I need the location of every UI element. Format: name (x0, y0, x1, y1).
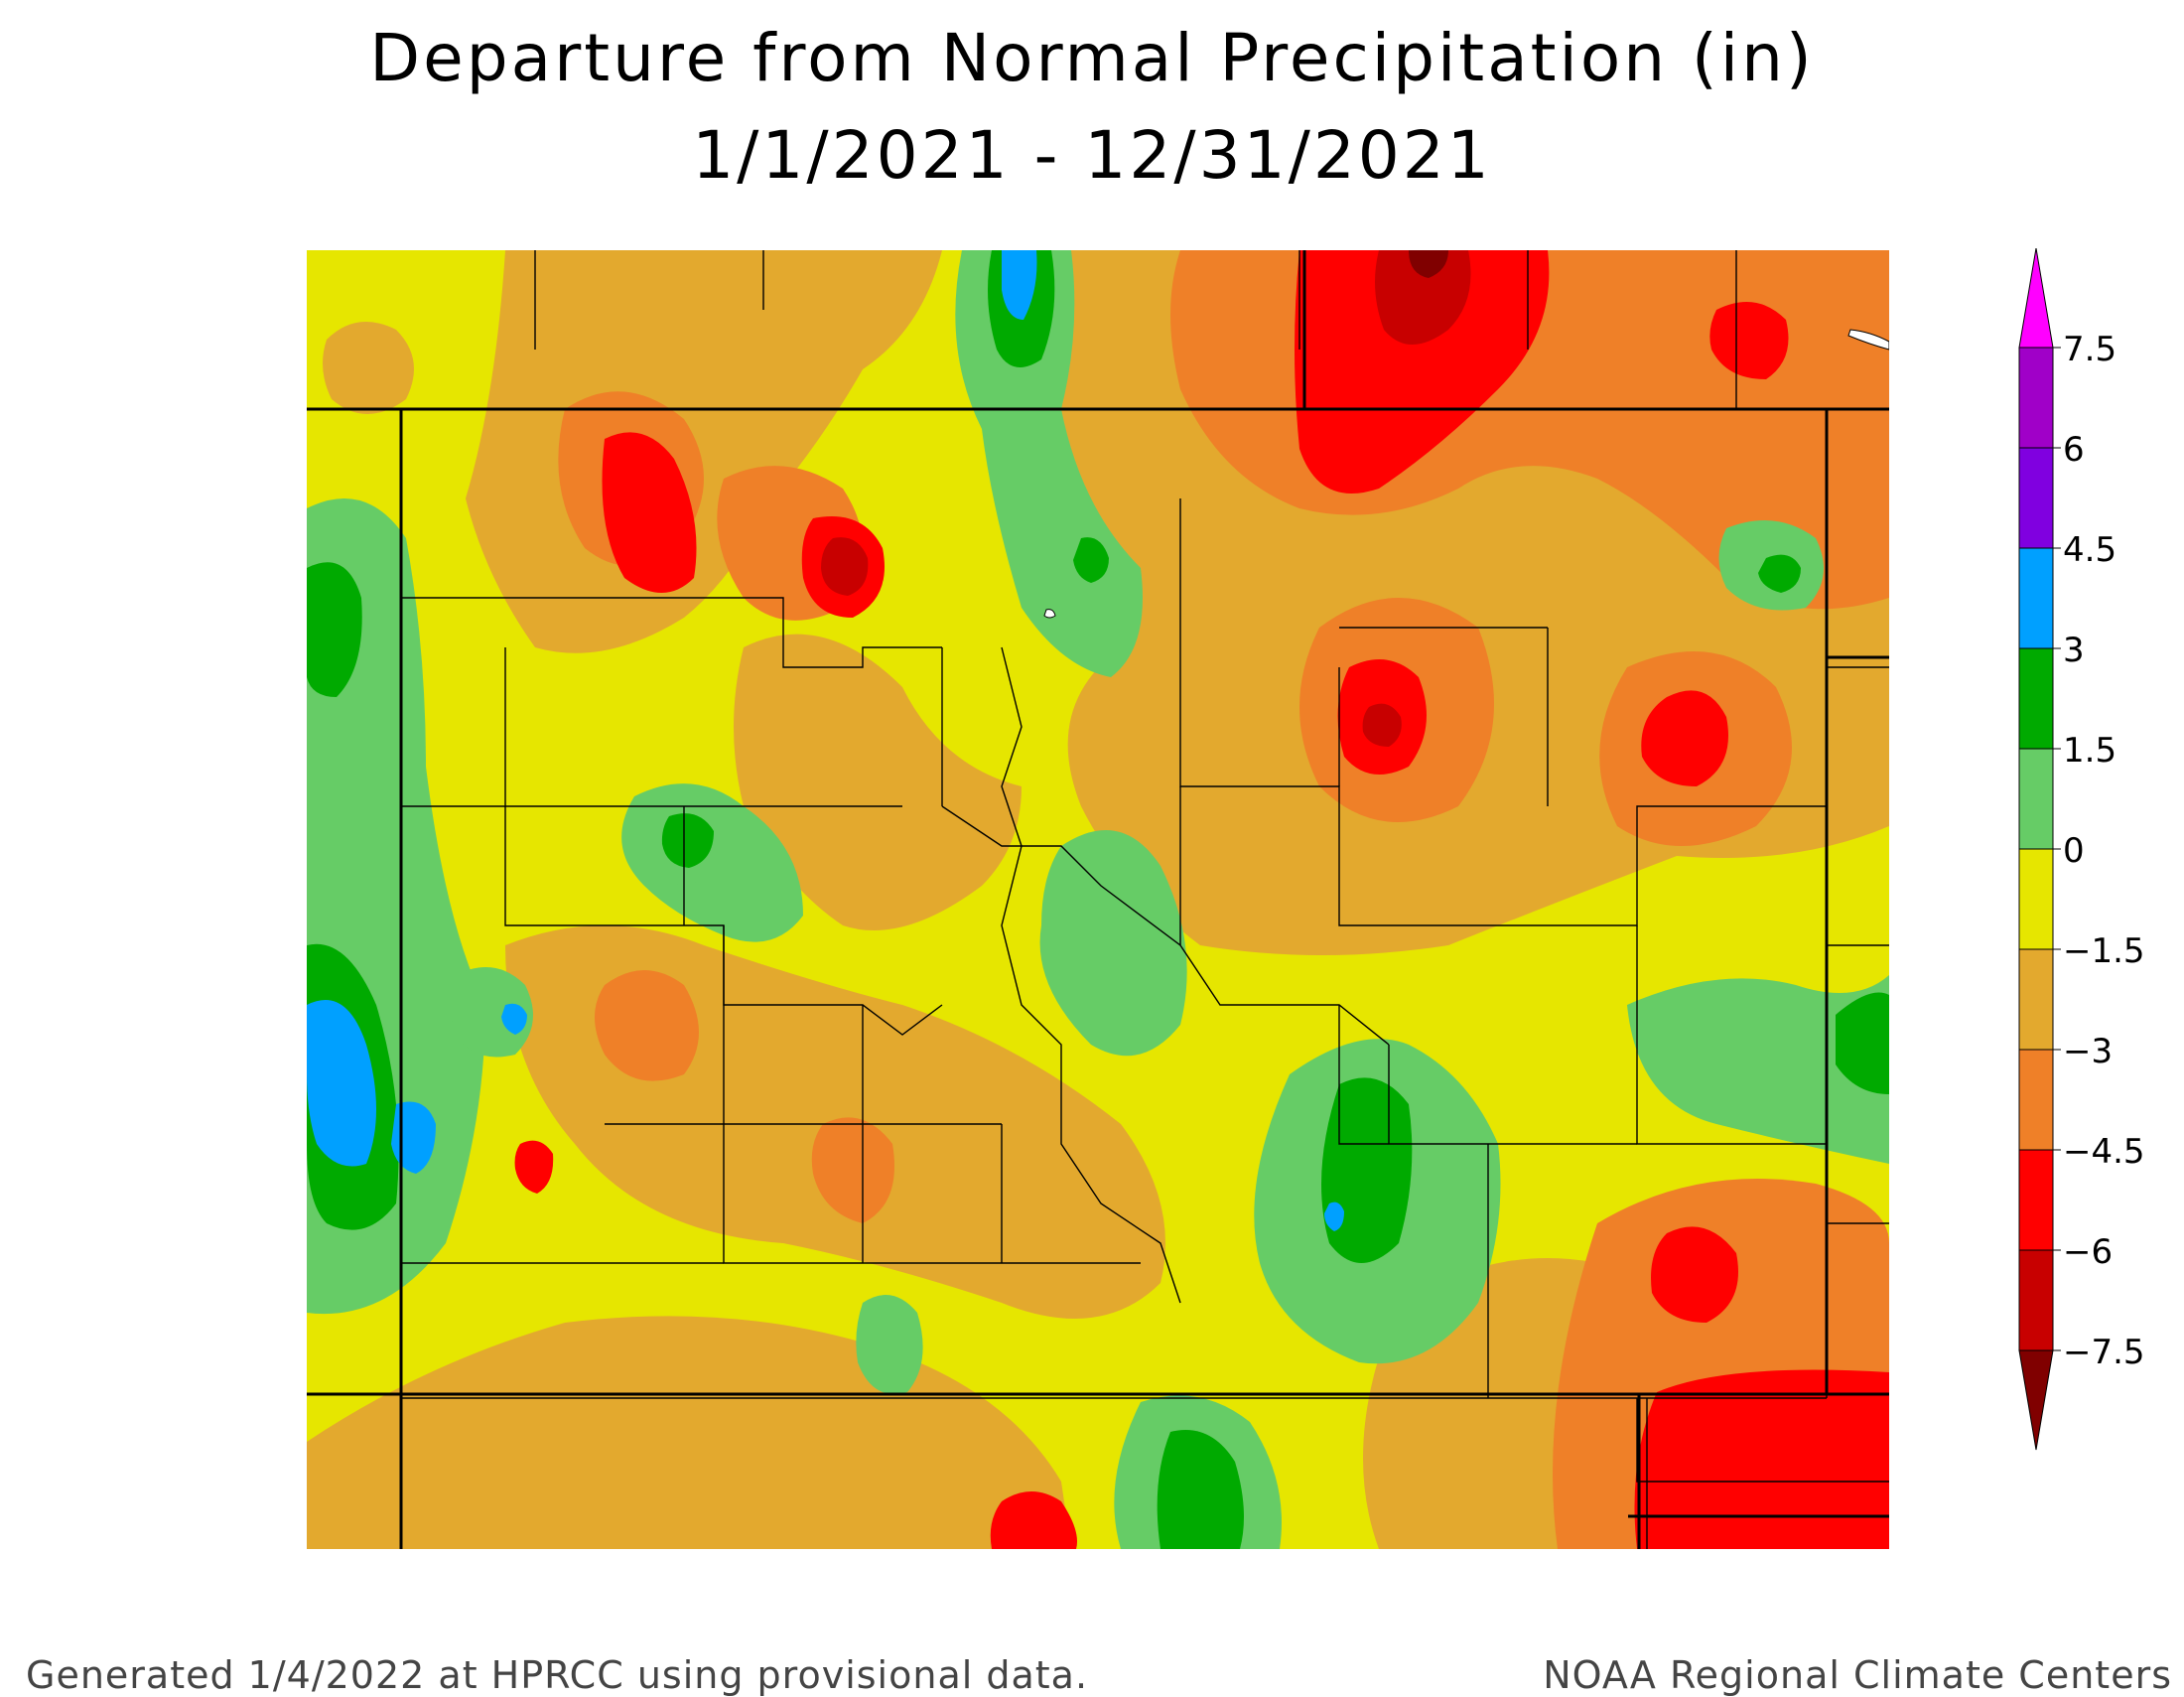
region-north-light-orange (466, 250, 942, 653)
region-east-red (1641, 690, 1728, 786)
legend-label: −1.5 (2063, 931, 2145, 971)
legend-label: 7.5 (2063, 330, 2116, 369)
region-northcentral-darkred (821, 537, 869, 596)
region-northwest-lightgreen-blob (451, 967, 533, 1058)
region-west-green (307, 562, 362, 697)
region-central-light-orange (734, 634, 1022, 930)
region-northeast-maroon (1409, 250, 1448, 278)
legend-swatch (2018, 447, 2054, 549)
legend-swatch (2018, 948, 2054, 1051)
legend-swatch (2018, 848, 2054, 950)
region-northeast-red (1295, 250, 1550, 494)
legend-swatch (2018, 1149, 2054, 1251)
region-west-blue (501, 1003, 527, 1035)
region-east-green (1836, 992, 1889, 1094)
region-far-southeast-red (1634, 1369, 1889, 1549)
region-south-red (990, 1491, 1077, 1549)
color-legend: 7.5 6 4.5 3 1.5 0 −1.5 −3 −4.5 −6 −7.5 (2018, 248, 2145, 1451)
region-southwest-blue (307, 1000, 376, 1167)
legend-label: 1.5 (2063, 731, 2116, 771)
region-southcentral-blue (1324, 1202, 1344, 1231)
precipitation-field (307, 250, 1889, 1549)
legend-swatch (2018, 347, 2054, 449)
region-far-northeast-red (1709, 302, 1789, 379)
legend-swatch (2018, 1049, 2054, 1151)
legend-label: −7.5 (2063, 1333, 2145, 1372)
region-northcentral-green-blob (1073, 537, 1109, 583)
region-southcentral-green (1321, 1077, 1413, 1263)
region-central-green (661, 813, 714, 868)
precipitation-departure-map (307, 250, 1889, 1549)
legend-label: −4.5 (2063, 1132, 2145, 1172)
region-southwest-lightgreen (856, 1295, 923, 1394)
region-south-green (1157, 1430, 1244, 1549)
date-range-subtitle: 1/1/2021 - 12/31/2021 (692, 117, 1492, 194)
legend-swatch (2018, 647, 2054, 750)
generation-note: Generated 1/4/2022 at HPRCC using provis… (26, 1653, 1089, 1697)
legend-swatch (2018, 1249, 2054, 1351)
region-northwest-blob (323, 322, 414, 414)
region-northeast-green (1758, 554, 1801, 593)
legend-label: 6 (2063, 430, 2085, 470)
lakes (1043, 329, 1889, 619)
legend-under-arrow (2018, 1349, 2054, 1451)
legend-swatch (2018, 748, 2054, 850)
region-central-east-darkred (1362, 703, 1402, 747)
legend-label: 3 (2063, 631, 2085, 670)
source-credit: NOAA Regional Climate Centers (1543, 1653, 2172, 1697)
legend-over-arrow (2018, 248, 2054, 349)
legend-label: 4.5 (2063, 530, 2116, 570)
region-east-lightgreen (1627, 975, 1889, 1164)
legend-label: 0 (2063, 831, 2085, 871)
region-southeast-red (1651, 1226, 1738, 1323)
state-borders (307, 250, 1889, 1549)
map-title: Departure from Normal Precipitation (in) (369, 20, 1815, 96)
legend-label: −6 (2063, 1232, 2113, 1272)
region-centralsouth-lightgreen (1039, 830, 1187, 1057)
region-north-red (602, 432, 697, 593)
region-southcentral-orange-blob (811, 1117, 894, 1223)
region-central-orange-blob (595, 970, 699, 1081)
legend-swatch (2018, 547, 2054, 649)
region-north-blue (1002, 250, 1037, 320)
region-west-red (514, 1140, 554, 1194)
region-northeast-darkred (1375, 250, 1471, 345)
legend-label: −3 (2063, 1032, 2113, 1071)
